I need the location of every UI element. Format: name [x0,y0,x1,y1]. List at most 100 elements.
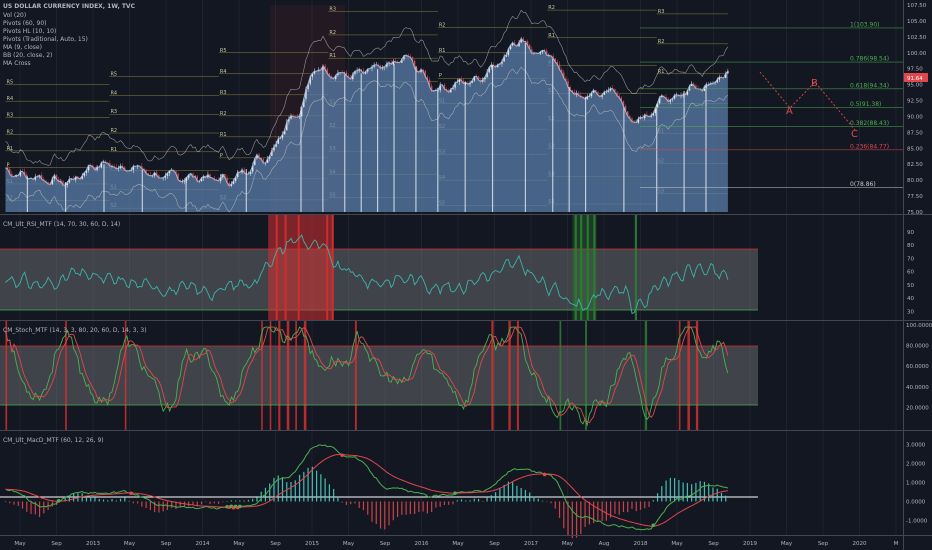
macd-histogram-bar [563,501,565,529]
macd-histogram-bar [682,482,684,502]
macd-histogram-bar [38,501,41,517]
price-candle [565,78,567,82]
macd-histogram-bar [286,482,288,502]
time-tick: Sep [51,541,62,547]
macd-histogram-bar [580,501,582,535]
time-tick: Sep [489,541,500,547]
macd-histogram-bar [529,492,531,502]
time-tick: 2014 [196,541,210,547]
price-candle [335,75,337,79]
macd-histogram-bar [588,501,590,525]
macd-title[interactable]: CM_Ult_MacD_MTF (60, 12, 26, 9) [3,437,104,444]
fib-label: 0.5(91.38) [850,101,881,108]
macd-histogram-bar [13,501,15,505]
stoch-oversold-bar [644,321,648,430]
price-candle [716,79,718,83]
stoch-title[interactable]: CM_Stoch_MTF (14, 3, 3, 80, 20, 60, D, 1… [3,327,147,334]
macd-histogram-bar [73,492,75,502]
macd-axis[interactable]: 3.0000 2.0000 1.0000 0.0000 -1.0000 [906,443,928,525]
price-candle [153,172,156,176]
price-candle [367,69,369,72]
price-candle [126,170,128,172]
stoch-axis[interactable]: 100.0000 80.0000 60.0000 40.0000 20.0000 [906,323,932,411]
price-candle [188,174,190,178]
price-tick: 105.00 [907,19,927,25]
macd-histogram-bar [418,501,420,513]
price-candle [26,174,28,179]
macd-histogram-bar [222,501,224,503]
price-candle [381,67,384,69]
price-candle [273,146,275,151]
macd-histogram-bar [656,493,659,502]
price-candle [260,157,262,160]
macd-histogram-bar [68,495,71,502]
stoch-tick: 80.0000 [906,344,929,350]
macd-histogram-bar [217,501,220,504]
macd-pane[interactable]: CM_Ult_MacD_MTF (60, 12, 26, 9) [0,437,758,539]
macd-line [5,444,729,531]
price-candle [220,176,222,181]
price-candle [622,100,625,107]
macd-histogram-bar [354,501,356,504]
price-candle [168,170,171,174]
macd-histogram-bar [661,486,663,502]
fib-label: 0.786(98.54) [850,56,889,63]
price-candle [158,175,160,178]
price-candle [45,180,47,183]
price-candle [243,169,245,173]
price-candle [256,154,258,159]
price-candle [307,83,309,90]
pivot-label: R2 [658,39,665,45]
time-tick: 2013 [86,541,100,547]
stoch-overbought-bar [124,321,127,430]
stoch-k-line [5,326,729,427]
macd-histogram-bar [311,466,313,502]
price-candle [371,66,373,69]
rsi-axis[interactable]: 90 80 70 60 50 40 30 [907,230,914,315]
price-candle [230,183,233,186]
stoch-overbought-bar [508,321,511,430]
indicator-ma[interactable]: MA (9, close) [3,44,42,51]
price-candle [360,69,363,71]
rsi-pane[interactable]: CM_Ult_RSI_MTF (14, 70, 30, 60, D, 14) [0,215,758,320]
price-candle [695,85,697,89]
indicator-vol[interactable]: Vol (20) [3,12,26,19]
price-candle [121,165,124,168]
chart-title: US DOLLAR CURRENCY INDEX, 1W, TVC [3,3,136,10]
price-candle [644,114,646,119]
price-candle [362,70,365,74]
price-candle [141,166,143,169]
indicator-pivots-hl[interactable]: Pivots HL (10, 10) [3,28,56,35]
price-candle [650,115,652,117]
wave-label-b: B [811,78,818,89]
indicator-bb[interactable]: BB (20, close, 2) [3,52,52,59]
indicator-ma-cross[interactable]: MA Cross [3,60,31,67]
price-candle [119,165,122,169]
rsi-title[interactable]: CM_Ult_RSI_MTF (14, 70, 30, 60, D, 14) [3,221,120,228]
time-axis[interactable]: May Sep 2013 May Sep 2014 May Sep 2015 May Sep 2016… [14,541,898,547]
price-candle [318,70,320,72]
price-candle [467,82,469,85]
pivot-label: R5 [110,72,117,78]
price-axis[interactable]: 107.50 105.00 102.50 100.00 97.50 95.00 92.50 9… [907,3,927,216]
rsi-tick: 80 [907,243,914,249]
price-candle [53,175,56,179]
macd-histogram-bar [235,500,237,502]
price-candle [573,91,576,95]
price-candle [484,77,486,80]
indicator-pivots[interactable]: Pivots (60, 90) [3,20,47,27]
price-pane[interactable]: R5R4R3R2R1PS1S2R5R4R3R2R1PS1S2R5R4R3R2R1… [3,3,903,213]
price-candle [192,173,194,178]
price-candle [629,116,631,119]
stoch-pane[interactable]: CM_Stoch_MTF (14, 3, 3, 80, 20, 60, D, 1… [0,321,758,430]
price-tick: 77.50 [907,194,923,200]
price-candle [196,176,198,182]
indicator-pivots-traditional[interactable]: Pivots (Traditional, Auto, 15) [3,36,88,43]
price-candle [364,71,367,74]
price-candle [251,165,254,172]
macd-histogram-bar [256,497,258,502]
stoch-overbought-bar [678,321,681,430]
price-candle [526,41,529,46]
